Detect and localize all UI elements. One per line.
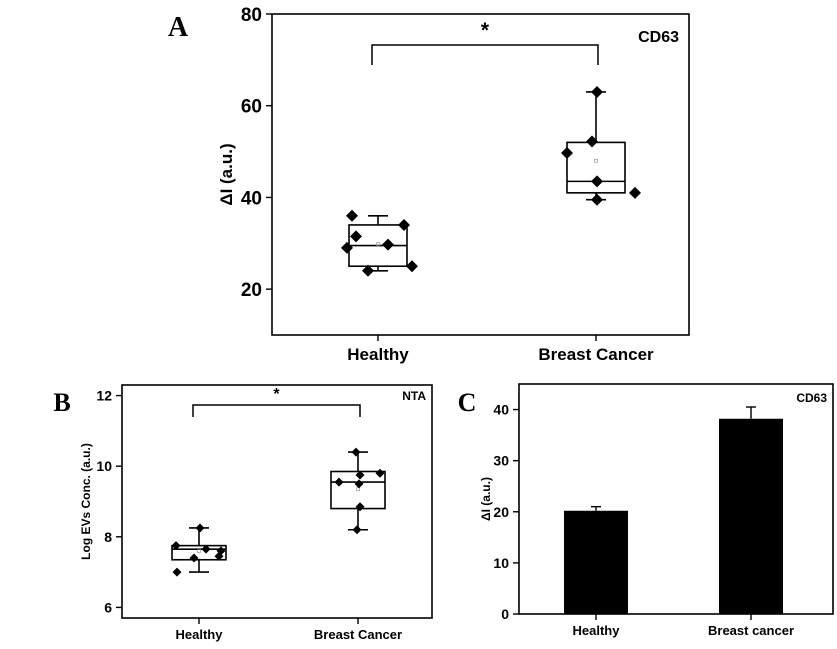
panel-annotation: NTA — [402, 389, 426, 403]
significance-bracket — [371, 44, 599, 65]
y-tick-label: 10 — [493, 555, 509, 571]
data-point — [355, 470, 365, 480]
y-tick-label: 20 — [493, 504, 509, 520]
plot-frame — [271, 13, 690, 336]
data-point — [406, 260, 418, 273]
mean-marker — [594, 158, 598, 163]
data-point — [398, 218, 410, 231]
panel-b: B 6 8 10 12 Healthy Breast Cancer Log EVs Conc.… — [53, 384, 433, 642]
panel-a: A 20 40 60 80 Healthy Breast Cancer ΔI (a.u.) CD… — [168, 5, 690, 364]
y-tick-label: 30 — [493, 453, 509, 469]
y-tick-label: 80 — [241, 5, 262, 26]
y-tick-label: 12 — [96, 388, 112, 404]
box-group — [171, 523, 227, 577]
panel-letter: C — [458, 388, 477, 417]
x-tick-label: Healthy — [347, 345, 409, 364]
y-tick-label: 10 — [96, 458, 112, 474]
y-tick-label: 8 — [104, 529, 112, 545]
data-point — [591, 193, 603, 206]
data-point — [195, 523, 205, 533]
data-point — [189, 553, 199, 563]
data-point — [362, 264, 374, 277]
y-axis-label: Log EVs Conc. (a.u.) — [79, 443, 93, 560]
box-group — [561, 85, 641, 206]
panel-letter: A — [168, 12, 189, 43]
data-point — [591, 85, 603, 98]
mean-marker — [197, 549, 201, 553]
mean-marker — [376, 242, 380, 247]
x-tick-label: Healthy — [176, 627, 224, 642]
data-point — [352, 525, 362, 535]
x-tick-label: Breast cancer — [708, 623, 794, 638]
data-point — [351, 447, 361, 457]
data-point — [171, 541, 181, 551]
data-point — [172, 567, 182, 577]
plot-frame — [121, 384, 433, 619]
iqr-box — [171, 544, 227, 561]
y-tick-label: 0 — [501, 606, 509, 622]
data-point — [586, 135, 598, 148]
box-group — [341, 209, 418, 277]
y-tick-label: 40 — [241, 188, 262, 209]
significance-star: * — [481, 19, 490, 42]
data-point — [341, 241, 353, 254]
data-point — [561, 146, 573, 159]
box-group — [330, 447, 386, 535]
panel-annotation: CD63 — [796, 391, 827, 405]
data-point — [382, 238, 394, 251]
y-axis-label: ΔI (a.u.) — [479, 477, 493, 521]
panel-c: C 0 10 20 30 40 Healthy Breast cancer ΔI (a.u.) C… — [458, 383, 834, 638]
data-point — [201, 544, 211, 554]
panel-letter: B — [53, 388, 70, 417]
x-tick-label: Breast Cancer — [538, 345, 654, 364]
x-tick-label: Breast Cancer — [314, 627, 402, 642]
y-tick-label: 40 — [493, 402, 509, 418]
mean-marker — [356, 487, 360, 491]
panel-annotation: CD63 — [638, 29, 679, 46]
bar — [719, 418, 783, 614]
significance-star: * — [273, 386, 280, 403]
y-tick-label: 60 — [241, 97, 262, 118]
bar — [564, 510, 628, 614]
y-axis-label: ΔI (a.u.) — [217, 143, 236, 205]
data-point — [350, 230, 362, 243]
data-point — [375, 468, 385, 478]
data-point — [334, 477, 344, 487]
data-point — [214, 551, 224, 561]
data-point — [354, 479, 364, 489]
plot-frame — [518, 383, 834, 615]
significance-bracket — [192, 404, 361, 417]
x-tick-label: Healthy — [573, 623, 621, 638]
data-point — [346, 209, 358, 222]
y-tick-label: 20 — [241, 280, 262, 301]
data-point — [591, 175, 603, 188]
data-point — [355, 502, 365, 512]
data-point — [629, 186, 641, 199]
y-tick-label: 6 — [104, 599, 112, 615]
